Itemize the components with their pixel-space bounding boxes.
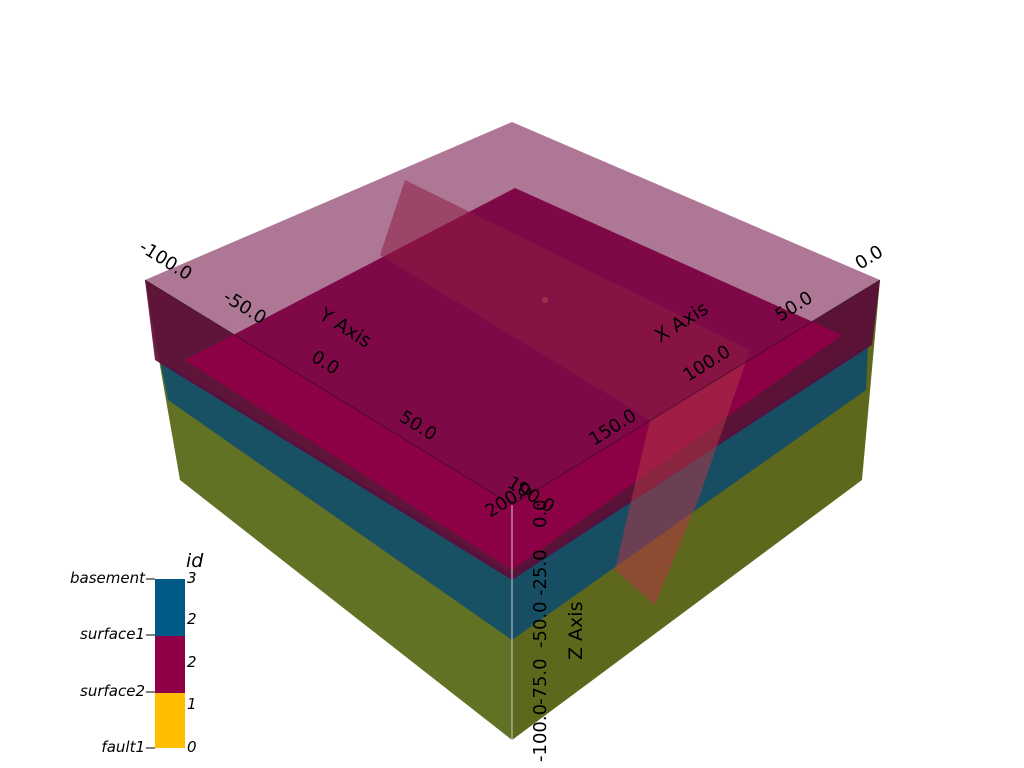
- z-axis-title: Z Axis: [565, 602, 587, 660]
- legend-swatch-basement: [155, 579, 185, 636]
- legend-item-basement: basement: [70, 569, 146, 587]
- legend: id basement surface1 surface2 fault1 3 2…: [70, 550, 204, 756]
- legend-item-surface2: surface2: [80, 682, 145, 700]
- z-tick-label: -50.0: [530, 601, 551, 648]
- z-tick-label: -25.0: [530, 549, 551, 596]
- legend-value: 2: [187, 610, 197, 628]
- legend-value: 3: [187, 569, 197, 587]
- legend-swatch-surface: [155, 636, 185, 693]
- top-surface: [145, 122, 880, 505]
- legend-value: 1: [187, 695, 197, 713]
- z-tick-label: -100.0: [530, 704, 551, 762]
- centre-marker: [542, 297, 548, 303]
- x-tick-label: 0.0: [852, 241, 887, 274]
- z-tick-label: -75.0: [530, 658, 551, 705]
- legend-swatch-fault: [155, 693, 185, 748]
- legend-value: 0: [187, 738, 197, 756]
- legend-item-surface1: surface1: [80, 625, 145, 643]
- legend-item-fault1: fault1: [101, 738, 145, 756]
- legend-value: 2: [187, 653, 197, 671]
- legend-title: id: [186, 550, 204, 572]
- z-tick-label: 0.0: [530, 499, 551, 528]
